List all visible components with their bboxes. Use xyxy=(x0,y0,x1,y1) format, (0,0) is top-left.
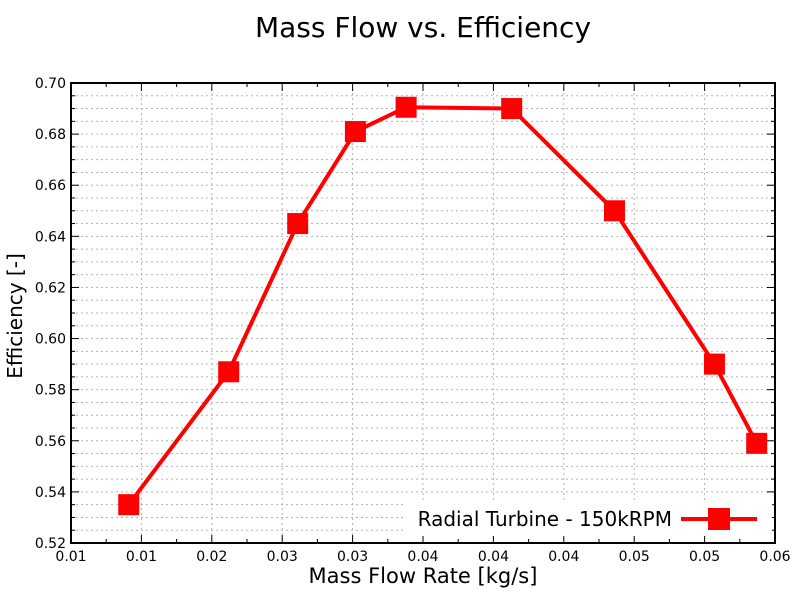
y-tick-label: 0.66 xyxy=(35,178,66,194)
x-tick-label: 0.04 xyxy=(407,549,438,565)
y-tick-label: 0.60 xyxy=(35,332,66,348)
y-tick-label: 0.64 xyxy=(35,229,66,245)
data-point-marker xyxy=(118,494,140,516)
x-tick-label: 0.06 xyxy=(759,549,790,565)
y-tick-label: 0.54 xyxy=(35,485,66,501)
data-point-marker xyxy=(703,353,725,375)
x-axis-label: Mass Flow Rate [kg/s] xyxy=(308,564,538,588)
x-tick-label: 0.05 xyxy=(689,549,720,565)
x-tick-label: 0.04 xyxy=(548,549,579,565)
data-point-marker xyxy=(395,96,417,118)
data-point-marker xyxy=(287,213,309,235)
grid xyxy=(71,83,775,543)
data-point-marker xyxy=(501,98,523,120)
y-tick-label: 0.52 xyxy=(35,536,66,552)
data-point-marker xyxy=(218,361,240,383)
data-point-marker xyxy=(746,432,768,454)
legend-series-label: Radial Turbine - 150kRPM xyxy=(417,507,672,531)
y-tick-label: 0.58 xyxy=(35,383,66,399)
x-tick-label: 0.03 xyxy=(337,549,368,565)
x-tick-label: 0.01 xyxy=(55,549,86,565)
y-tick-label: 0.56 xyxy=(35,434,66,450)
x-tick-label: 0.01 xyxy=(126,549,157,565)
series-line xyxy=(127,105,759,506)
x-tick-label: 0.05 xyxy=(619,549,650,565)
data-point-marker xyxy=(603,200,625,222)
chart-title: Mass Flow vs. Efficiency xyxy=(254,11,592,44)
data-point-marker xyxy=(344,121,366,143)
x-tick-label: 0.03 xyxy=(267,549,298,565)
legend-line-marker-sample xyxy=(681,508,757,530)
y-tick-label: 0.62 xyxy=(35,280,66,296)
y-tick-label: 0.70 xyxy=(35,76,66,92)
y-tick-labels: 0.52 0.54 0.56 0.58 0.60 0.62 0.64 0.66 0.68 0.70 xyxy=(35,76,66,552)
legend-marker-square-icon xyxy=(708,508,730,530)
y-tick-label: 0.68 xyxy=(35,127,66,143)
y-axis-label: Efficiency [-] xyxy=(3,253,27,379)
plot-border xyxy=(70,82,776,544)
x-tick-label: 0.02 xyxy=(196,549,227,565)
x-tick-labels: 0.01 0.01 0.02 0.03 0.03 0.04 0.04 0.04 0.05 0.05… xyxy=(55,549,790,565)
legend: Radial Turbine - 150kRPM xyxy=(403,502,772,536)
x-tick-label: 0.04 xyxy=(478,549,509,565)
